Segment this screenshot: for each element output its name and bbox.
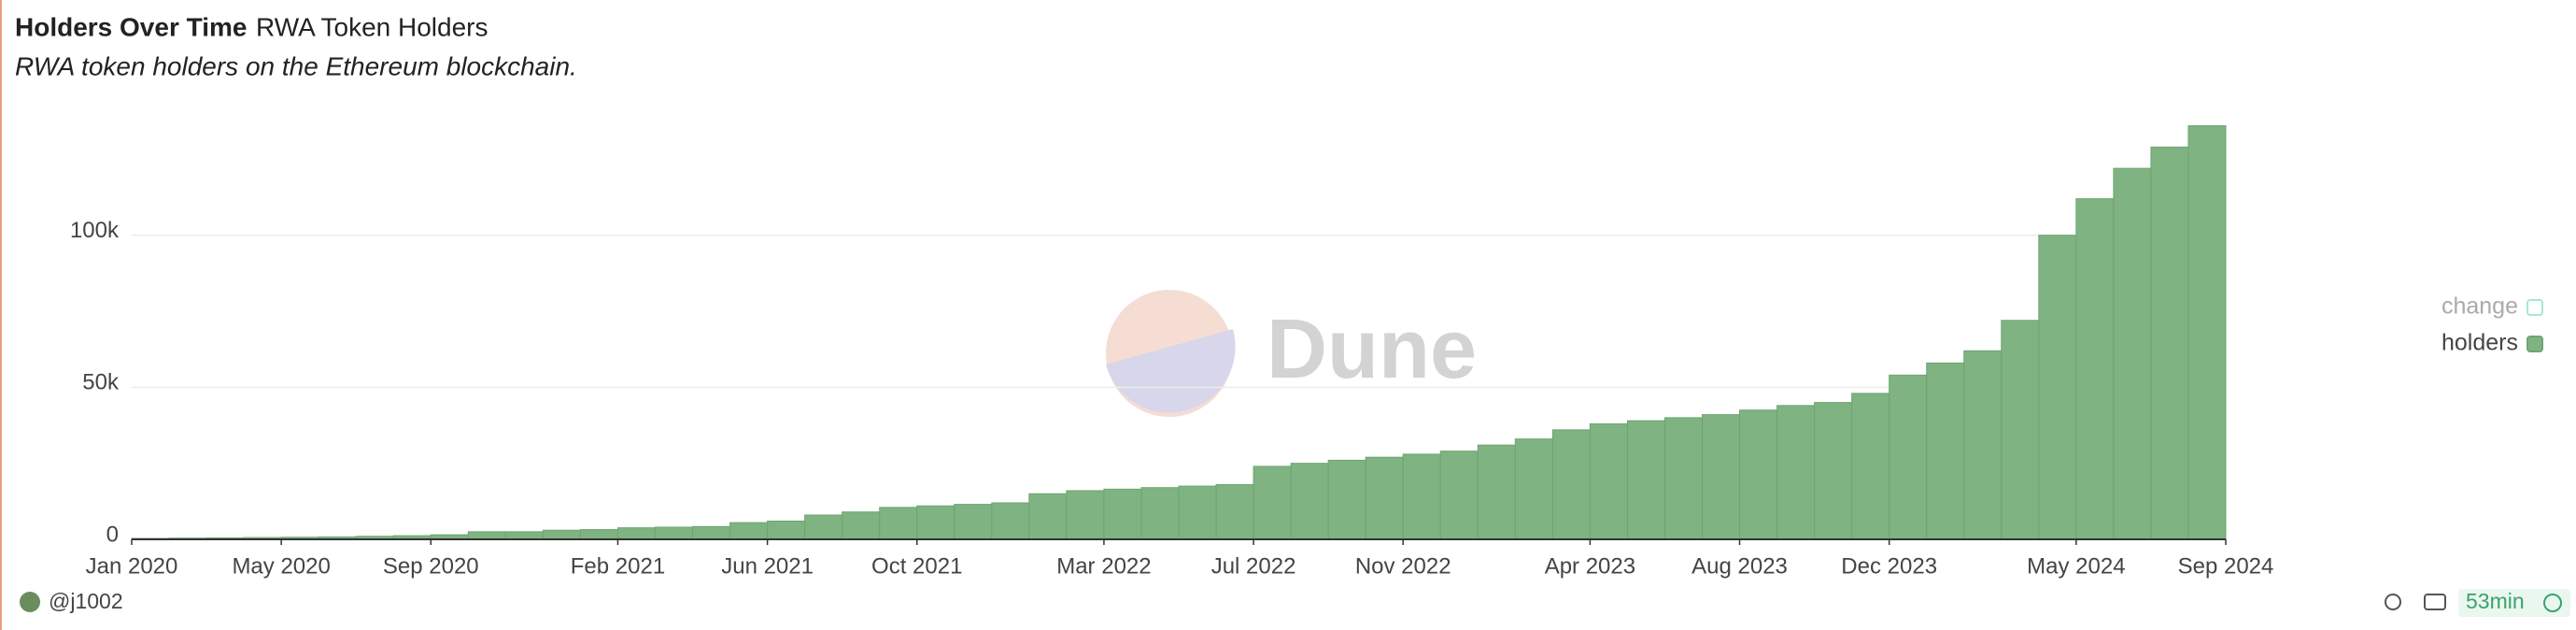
bar bbox=[579, 529, 618, 540]
bar bbox=[616, 527, 657, 540]
bar bbox=[1626, 420, 1665, 540]
bar bbox=[467, 531, 506, 540]
bar bbox=[1589, 422, 1628, 540]
bar bbox=[1103, 488, 1142, 540]
legend-swatch bbox=[2526, 336, 2543, 352]
bar bbox=[2187, 125, 2227, 540]
refresh-icon bbox=[2543, 594, 2562, 612]
bar bbox=[1253, 465, 1292, 540]
x-tick-label: Apr 2023 bbox=[1545, 553, 1635, 579]
bar bbox=[2001, 320, 2040, 540]
author: @j1002 bbox=[49, 589, 123, 613]
footer-icons: 53min bbox=[2385, 589, 2570, 617]
bar bbox=[1477, 444, 1516, 540]
icon-embed[interactable] bbox=[2385, 594, 2401, 610]
bar bbox=[1926, 362, 1965, 540]
bar bbox=[916, 505, 955, 540]
bar bbox=[1290, 463, 1329, 540]
bar bbox=[767, 520, 806, 540]
subtitle: RWA token holders on the Ethereum blockc… bbox=[15, 51, 577, 80]
chart-title: Holders Over Time bbox=[15, 12, 247, 41]
watermark-text: Dune bbox=[1267, 303, 1477, 396]
x-tick-label: May 2024 bbox=[2027, 553, 2125, 579]
bar bbox=[2113, 167, 2152, 540]
x-tick-label: May 2020 bbox=[232, 553, 330, 579]
bar bbox=[504, 531, 544, 540]
y-tick-label: 50k bbox=[82, 370, 120, 395]
x-tick-label: Mar 2022 bbox=[1056, 553, 1151, 579]
x-tick-label: Jul 2022 bbox=[1211, 553, 1296, 579]
x-tick-label: Aug 2023 bbox=[1691, 553, 1788, 579]
x-tick-label: Feb 2021 bbox=[571, 553, 665, 579]
y-tick-label: 0 bbox=[106, 522, 119, 547]
bar bbox=[2038, 235, 2077, 540]
refresh-time: 53min bbox=[2466, 589, 2525, 613]
bar bbox=[991, 502, 1030, 540]
x-tick-label: Dec 2023 bbox=[1841, 553, 1937, 579]
bar bbox=[1889, 374, 1928, 540]
y-tick-label: 100k bbox=[70, 218, 120, 243]
bar bbox=[1028, 493, 1068, 540]
bar bbox=[1439, 451, 1479, 540]
legend-swatch bbox=[2526, 299, 2543, 316]
x-tick-label: Nov 2022 bbox=[1355, 553, 1451, 579]
bar bbox=[1963, 350, 2003, 540]
bar bbox=[2075, 198, 2115, 540]
avatar bbox=[20, 592, 40, 612]
bar bbox=[954, 504, 993, 540]
bar bbox=[729, 522, 769, 540]
bar bbox=[2150, 146, 2189, 540]
bar bbox=[1551, 429, 1591, 540]
legend-label: change bbox=[2442, 294, 2518, 320]
bar bbox=[1066, 490, 1105, 540]
bar bbox=[655, 526, 694, 540]
bar bbox=[1776, 405, 1816, 540]
query-name: RWA Token Holders bbox=[256, 12, 488, 41]
icon-camera[interactable] bbox=[2424, 594, 2446, 610]
bar bbox=[1702, 414, 1741, 540]
refresh-badge bbox=[2458, 589, 2570, 617]
bar bbox=[1140, 487, 1180, 540]
bar bbox=[842, 511, 881, 540]
bar bbox=[1215, 483, 1254, 540]
bar bbox=[1365, 456, 1404, 540]
bar bbox=[804, 514, 843, 540]
bar bbox=[1851, 393, 1890, 540]
bar bbox=[879, 507, 918, 540]
bar bbox=[1327, 459, 1366, 540]
x-tick-label: Sep 2024 bbox=[2178, 553, 2274, 579]
x-tick-label: Jun 2021 bbox=[721, 553, 814, 579]
bar bbox=[1663, 417, 1703, 540]
x-tick-label: Sep 2020 bbox=[383, 553, 479, 579]
bar bbox=[542, 529, 581, 540]
bar bbox=[1814, 402, 1853, 540]
bar bbox=[1402, 453, 1441, 540]
bar bbox=[692, 525, 731, 540]
x-tick-label: Oct 2021 bbox=[871, 553, 962, 579]
bar bbox=[1739, 409, 1778, 540]
legend-label: holders bbox=[2442, 330, 2518, 356]
watermark: Dune bbox=[1106, 290, 1477, 417]
x-tick-label: Jan 2020 bbox=[86, 553, 178, 579]
bar bbox=[1514, 438, 1553, 540]
watermark-logo-part bbox=[1106, 329, 1236, 413]
bar bbox=[1178, 485, 1217, 540]
